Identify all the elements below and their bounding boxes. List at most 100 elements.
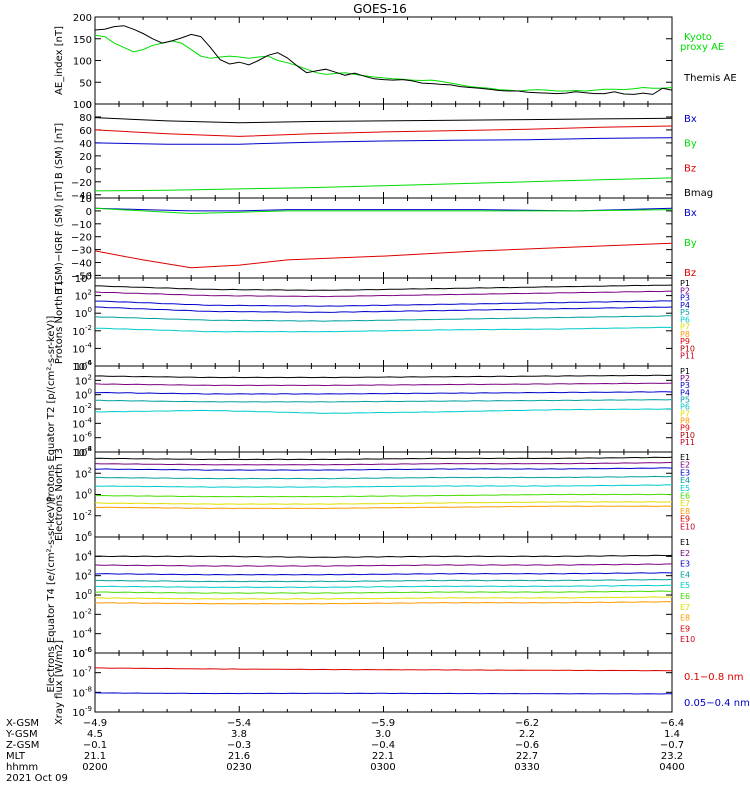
y-axis-label: Xray flux [W/m2] bbox=[54, 640, 65, 725]
y-tick-label: 102 bbox=[75, 466, 92, 480]
legend-entry: Bx bbox=[684, 208, 697, 219]
series-line bbox=[94, 177, 673, 192]
series-line bbox=[94, 501, 673, 505]
ephemeris-value: 1.4 bbox=[664, 729, 680, 740]
series-line bbox=[94, 554, 673, 558]
y-tick-label: 106 bbox=[75, 530, 93, 544]
panel-frame bbox=[94, 277, 673, 367]
y-tick-label: −40 bbox=[71, 259, 92, 270]
series-line bbox=[95, 300, 673, 307]
y-tick-label: 10-2 bbox=[72, 324, 92, 338]
legend-entry: P6 bbox=[680, 402, 690, 411]
series-line bbox=[94, 493, 673, 498]
series-line bbox=[94, 462, 673, 466]
legend-entry: proxy AE bbox=[680, 42, 724, 53]
legend-entry: P9 bbox=[680, 424, 690, 433]
y-tick-label: 80 bbox=[79, 113, 92, 124]
panel-frame bbox=[94, 652, 673, 713]
y-tick-label: −20 bbox=[71, 178, 92, 189]
ephemeris-value: 21.6 bbox=[228, 751, 250, 762]
series-line bbox=[94, 207, 673, 215]
legend-entry: E6 bbox=[680, 492, 690, 501]
series-line bbox=[94, 391, 673, 395]
y-axis-label: Electrons Equator T4 [e/(cm²-s-sr-keV)] bbox=[46, 497, 57, 692]
ephemeris-value: −6.2 bbox=[515, 718, 539, 729]
legend-entry: P8 bbox=[680, 417, 690, 426]
series-line bbox=[94, 326, 672, 333]
ephemeris-value: 22.7 bbox=[516, 751, 538, 762]
y-axis-label: B (SM) [nT] bbox=[54, 123, 65, 179]
series-line bbox=[94, 456, 673, 461]
legend-entry: Kyoto bbox=[684, 32, 712, 43]
legend-entry: E9 bbox=[680, 624, 690, 633]
chart-title: GOES-16 bbox=[353, 2, 407, 16]
panel-7: 106 104 102 100 10-2 10-4 10-6 Electrons Equato… bbox=[46, 497, 695, 692]
ephemeris-value: −0.3 bbox=[227, 740, 251, 751]
y-tick-label: 10 bbox=[79, 194, 92, 205]
series-line bbox=[94, 408, 672, 414]
ephemeris-value: 3.0 bbox=[375, 729, 391, 740]
legend-entry: Themis AE bbox=[683, 73, 737, 84]
ephemeris-value: 21.1 bbox=[84, 751, 106, 762]
legend-entry: E4 bbox=[680, 476, 690, 485]
ephemeris-value: −4.9 bbox=[83, 718, 107, 729]
legend-entry: E7 bbox=[680, 499, 690, 508]
legend-entry: E2 bbox=[680, 461, 690, 470]
y-tick-label: 10-6 bbox=[72, 431, 92, 445]
y-tick-label: 100 bbox=[73, 100, 92, 111]
y-tick-label: 10-6 bbox=[72, 646, 92, 660]
y-axis-label: AE_index [nT] bbox=[54, 26, 65, 95]
series-line bbox=[94, 25, 673, 95]
y-tick-label: 0 bbox=[86, 207, 92, 218]
panel-frame bbox=[94, 103, 673, 199]
series-line bbox=[94, 563, 673, 567]
y-tick-label: 10-4 bbox=[72, 627, 92, 641]
legend-entry: E10 bbox=[680, 635, 695, 644]
legend-entry: By bbox=[684, 139, 697, 150]
ephemeris-value: 0400 bbox=[659, 762, 684, 773]
legend-entry: P5 bbox=[680, 395, 690, 404]
y-tick-label: 10-4 bbox=[72, 341, 92, 355]
y-tick-label: 20 bbox=[79, 152, 92, 163]
series-line bbox=[94, 596, 673, 600]
legend-entry: P8 bbox=[680, 330, 690, 339]
panel-frame bbox=[94, 536, 673, 654]
legend-entry: E4 bbox=[680, 570, 690, 579]
series-line bbox=[95, 284, 673, 291]
y-tick-label: 10-8 bbox=[72, 685, 92, 699]
legend-entry: Bmag bbox=[684, 188, 713, 199]
panel-8: 10-6 10-7 10-8 10-9 Xray flux [W/m2] 0.1−0.8 … bbox=[54, 640, 750, 725]
ephemeris-value: 0330 bbox=[514, 762, 539, 773]
y-tick-label: −10 bbox=[71, 220, 92, 231]
legend-entry: Bz bbox=[684, 163, 696, 174]
y-tick-label: 100 bbox=[73, 57, 92, 68]
ephemeris-value: −5.4 bbox=[227, 718, 251, 729]
series-line bbox=[94, 290, 673, 298]
legend-entry: E5 bbox=[680, 484, 690, 493]
ephemeris-value: 23.2 bbox=[661, 751, 683, 762]
legend-entry: P11 bbox=[680, 438, 695, 447]
y-tick-label: 10-2 bbox=[72, 607, 92, 621]
y-tick-label: −40 bbox=[71, 191, 92, 202]
series-line bbox=[94, 374, 673, 379]
legend-entry: 0.1−0.8 nm bbox=[684, 672, 743, 683]
y-tick-label: 104 bbox=[75, 271, 93, 285]
ephemeris-row-label: Y-GSM bbox=[5, 729, 38, 740]
series-line bbox=[94, 137, 673, 145]
legend-entry: E8 bbox=[680, 614, 690, 623]
ephemeris-row-label: hhmm bbox=[6, 762, 38, 773]
legend-entry: P6 bbox=[680, 315, 690, 324]
y-axis-label: Protons North T1 bbox=[54, 280, 65, 364]
legend-entry: P5 bbox=[680, 308, 690, 317]
legend-entry: P7 bbox=[680, 323, 690, 332]
series-line bbox=[94, 117, 673, 124]
legend-entry: P4 bbox=[680, 301, 690, 310]
series-line bbox=[94, 315, 672, 322]
ephemeris-value: −0.6 bbox=[515, 740, 539, 751]
legend-entry: P10 bbox=[680, 431, 695, 440]
legend-entry: Bz bbox=[684, 268, 696, 279]
series-line bbox=[94, 692, 672, 695]
